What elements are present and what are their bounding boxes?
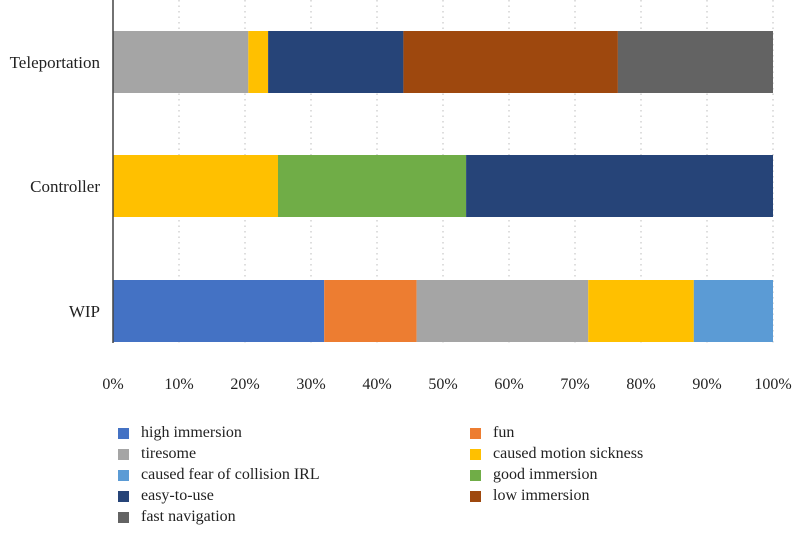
legend-swatch bbox=[470, 469, 481, 481]
legend-swatch bbox=[470, 490, 481, 502]
legend-label: fast navigation bbox=[141, 508, 236, 525]
legend-item: fast navigation bbox=[118, 507, 236, 527]
legend-label: fun bbox=[493, 424, 515, 441]
legend-item: easy-to-use bbox=[118, 486, 214, 506]
x-tick-label: 60% bbox=[494, 376, 523, 393]
bar-segment bbox=[278, 155, 467, 217]
bar-segment bbox=[113, 155, 278, 217]
legend-item: good immersion bbox=[470, 465, 597, 485]
bar-segment bbox=[466, 155, 773, 217]
x-tick-label: 0% bbox=[102, 376, 123, 393]
legend-label: easy-to-use bbox=[141, 487, 214, 504]
legend-label: caused fear of collision IRL bbox=[141, 466, 320, 483]
legend-swatch bbox=[118, 448, 129, 460]
x-tick-label: 20% bbox=[230, 376, 259, 393]
legend-item: caused motion sickness bbox=[470, 444, 643, 464]
legend-swatch bbox=[118, 427, 129, 439]
legend-label: low immersion bbox=[493, 487, 590, 504]
legend-swatch bbox=[118, 469, 129, 481]
legend-item: tiresome bbox=[118, 444, 196, 464]
legend-label: caused motion sickness bbox=[493, 445, 644, 462]
x-tick-label: 50% bbox=[428, 376, 457, 393]
bar-segment bbox=[693, 280, 773, 342]
bar-segment bbox=[113, 31, 249, 93]
category-label: WIP bbox=[69, 302, 100, 321]
legend-swatch bbox=[470, 427, 481, 439]
x-tick-label: 10% bbox=[164, 376, 193, 393]
legend-swatch bbox=[470, 448, 481, 460]
x-tick-label: 40% bbox=[362, 376, 391, 393]
legend-item: high immersion bbox=[118, 423, 242, 443]
legend-swatch bbox=[118, 490, 129, 502]
bar-segment bbox=[248, 31, 269, 93]
legend-item: caused fear of collision IRL bbox=[118, 465, 320, 485]
bar-segment bbox=[617, 31, 773, 93]
x-tick-label: 90% bbox=[692, 376, 721, 393]
bar-segment bbox=[113, 280, 325, 342]
category-label: Controller bbox=[30, 177, 100, 196]
x-tick-label: 100% bbox=[754, 376, 791, 393]
legend-item: fun bbox=[470, 423, 514, 443]
legend-label: tiresome bbox=[141, 445, 197, 462]
legend-swatch bbox=[118, 511, 129, 523]
bar-segment bbox=[268, 31, 404, 93]
bar-segment bbox=[403, 31, 618, 93]
bar-segment bbox=[324, 280, 417, 342]
legend-item: low immersion bbox=[470, 486, 589, 506]
x-tick-label: 30% bbox=[296, 376, 325, 393]
x-tick-label: 80% bbox=[626, 376, 655, 393]
bar-segment bbox=[588, 280, 694, 342]
x-tick-label: 70% bbox=[560, 376, 589, 393]
legend-label: good immersion bbox=[493, 466, 598, 483]
bar-segment bbox=[416, 280, 589, 342]
category-label: Teleportation bbox=[10, 53, 101, 72]
legend-label: high immersion bbox=[141, 424, 242, 441]
